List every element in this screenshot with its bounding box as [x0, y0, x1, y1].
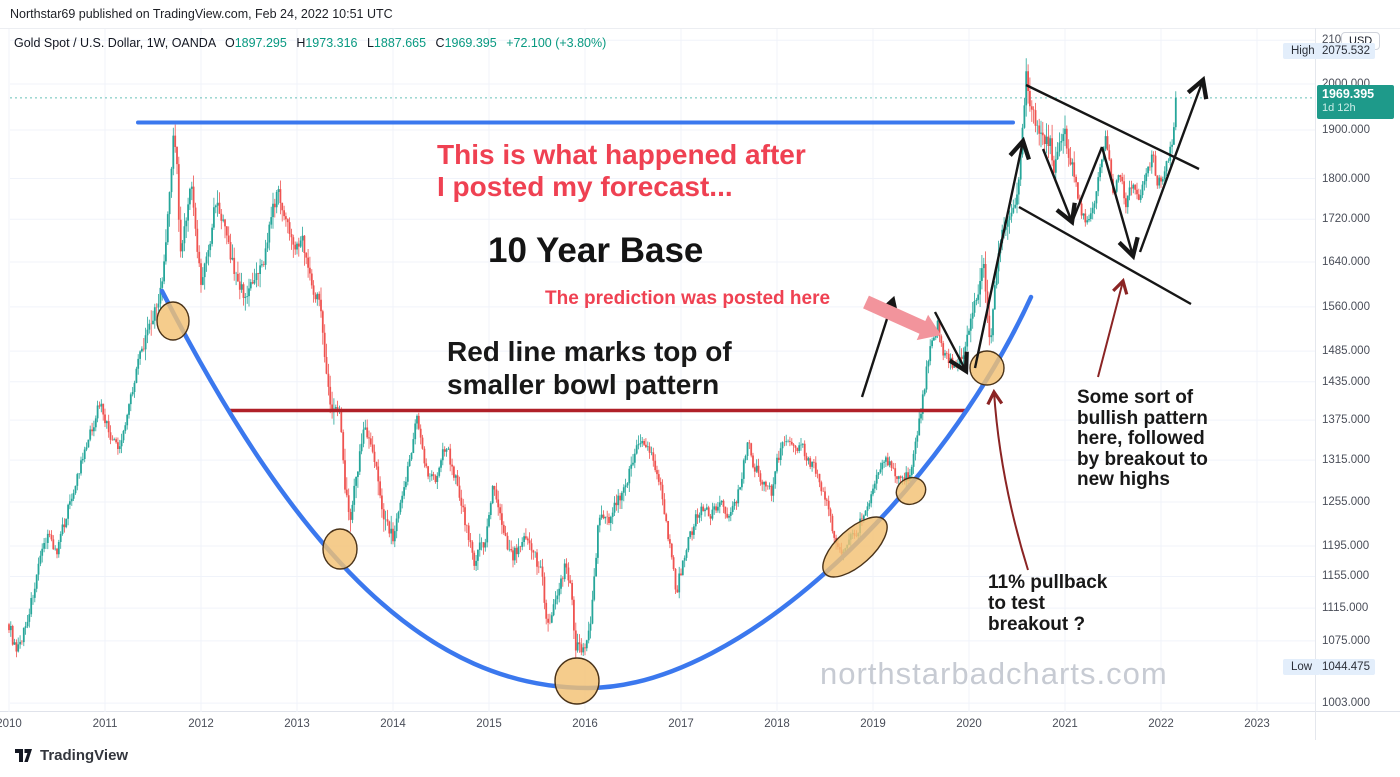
bullish-note-line5: new highs [1077, 469, 1170, 490]
headline-line2: I posted my forecast... [437, 171, 733, 202]
tradingview-logo-text: TradingView [40, 747, 129, 764]
year-tick-label: 2011 [92, 718, 118, 730]
prediction-posted-label: The prediction was posted here [545, 288, 831, 309]
year-tick-label: 2016 [572, 718, 598, 730]
price-tick-label: 1195.000 [1322, 539, 1370, 552]
year-tick-label: 2013 [284, 718, 310, 730]
last-price-value: 1969.395 [1322, 86, 1375, 101]
headline-annotation: This is what happened after I posted my … [437, 139, 806, 203]
price-tick-label: 1155.000 [1322, 570, 1370, 583]
price-tick-label: 1900.000 [1322, 124, 1370, 136]
price-tick-label: 1003.000 [1322, 697, 1370, 710]
close-value: 1969.395 [444, 36, 497, 50]
pullback-note-line1: 11% pullback [988, 572, 1108, 593]
bullish-note-line2: bullish pattern [1077, 407, 1208, 429]
chart-pane[interactable] [0, 28, 1400, 712]
year-tick-label: 2010 [0, 718, 22, 730]
bullish-note-line4: by breakout to [1077, 448, 1208, 470]
year-tick-label: 2021 [1052, 718, 1078, 730]
pullback-note: 11% pullback to test breakout ? [988, 572, 1107, 635]
low-label: L [366, 36, 374, 50]
bar-countdown: 1d 12h [1322, 102, 1356, 115]
symbol-title[interactable]: Gold Spot / U.S. Dollar, 1W, OANDA [14, 36, 216, 50]
price-tick-label: 1560.000 [1322, 300, 1370, 313]
symbol-legend[interactable]: Gold Spot / U.S. Dollar, 1W, OANDA O1897… [14, 36, 606, 50]
close-label: C [435, 36, 445, 50]
headline-line1: This is what happened after [437, 139, 806, 170]
high-label: H [296, 36, 306, 50]
high-axis-value: 2075.532 [1319, 42, 1375, 59]
low-value: 1887.665 [373, 36, 427, 50]
year-tick-label: 2023 [1244, 718, 1270, 730]
price-tick-label: 1315.000 [1322, 454, 1370, 467]
red-line-note: Red line marks top of smaller bowl patte… [447, 335, 732, 401]
tradingview-logo[interactable]: TradingView [14, 747, 128, 764]
open-label: O [224, 36, 235, 50]
red-line-note-line2: smaller bowl pattern [447, 369, 720, 400]
pullback-note-line3: breakout ? [988, 614, 1086, 635]
low-marker-chip: Low [1283, 658, 1321, 675]
bullish-note-line3: here, followed [1077, 428, 1205, 449]
price-axis-divider [1315, 28, 1316, 740]
price-tick-label: 1800.000 [1322, 172, 1370, 185]
pullback-note-line2: to test [988, 593, 1045, 614]
price-tick-label: 1435.000 [1322, 375, 1370, 388]
bullish-note-line1: Some sort of [1077, 387, 1194, 408]
change-value: +72.100 (+3.80%) [506, 36, 607, 50]
price-tick-label: 1115.000 [1322, 602, 1369, 615]
high-marker-chip: High [1283, 42, 1323, 59]
year-tick-label: 2017 [668, 718, 694, 730]
low-axis-value: 1044.475 [1319, 658, 1375, 675]
bullish-pattern-note: Some sort of bullish pattern here, follo… [1077, 387, 1208, 491]
year-tick-label: 2019 [860, 718, 886, 730]
price-tick-label: 1485.000 [1322, 345, 1370, 358]
year-tick-label: 2012 [188, 718, 214, 730]
year-tick-label: 2020 [956, 718, 982, 730]
price-tick-label: 1640.000 [1322, 256, 1370, 268]
publish-attribution: Northstar69 published on TradingView.com… [10, 7, 393, 21]
price-tick-label: 1075.000 [1322, 634, 1370, 647]
watermark: northstarbadcharts.com [820, 656, 1168, 691]
red-line-note-line1: Red line marks top of [447, 336, 732, 367]
open-value: 1897.295 [234, 36, 287, 50]
price-tick-label: 1255.000 [1322, 496, 1370, 508]
ten-year-base-label: 10 Year Base [488, 231, 704, 270]
high-value: 1973.316 [305, 36, 358, 50]
tradingview-logo-icon [15, 749, 32, 762]
year-tick-label: 2022 [1148, 718, 1174, 730]
price-tick-label: 1720.000 [1322, 213, 1370, 226]
year-tick-label: 2014 [380, 718, 406, 730]
price-tick-label: 1375.000 [1322, 414, 1370, 427]
year-tick-label: 2018 [764, 718, 790, 730]
last-price-badge: 1969.395 1d 12h [1317, 84, 1394, 120]
year-tick-label: 2015 [476, 718, 502, 730]
